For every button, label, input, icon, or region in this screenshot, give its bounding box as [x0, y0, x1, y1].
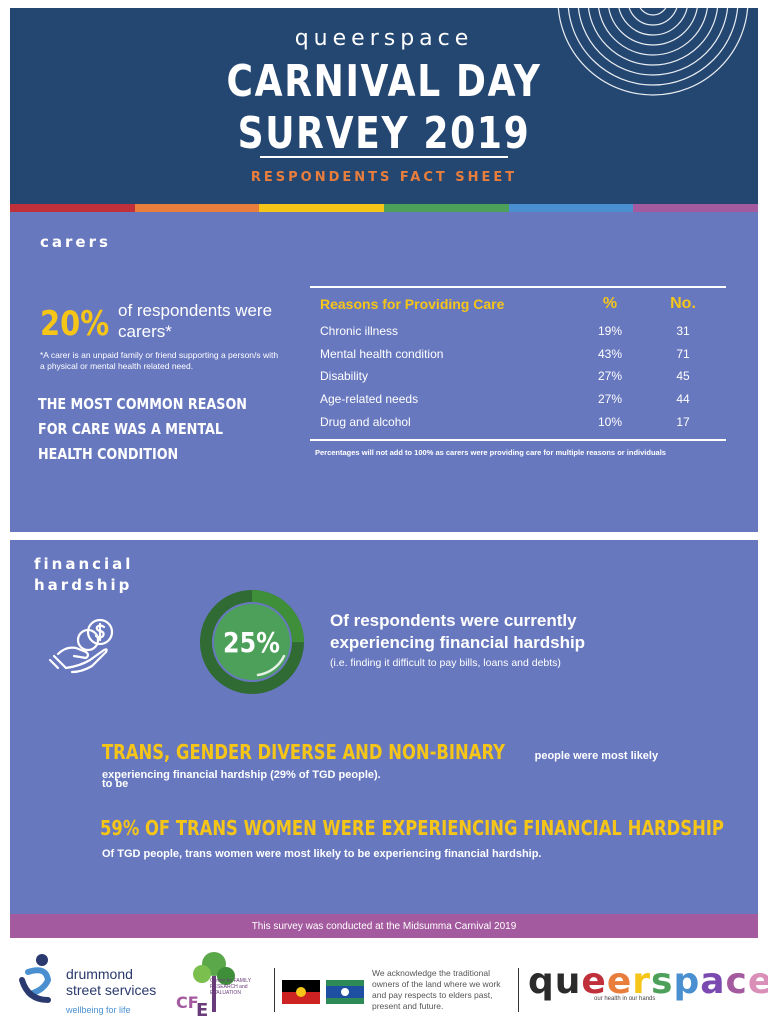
table-row: Age-related needs 27% 44 [310, 388, 726, 411]
queerspace-logo-letter: e [606, 961, 633, 1002]
table-header-row: Reasons for Providing Care % No. [310, 288, 726, 320]
row-percent: 27% [597, 369, 623, 384]
queerspace-logo-letter: u [554, 961, 582, 1002]
row-reason: Mental health condition [320, 346, 444, 361]
queerspace-logo: queerspace [528, 964, 768, 1000]
hardship-label-line1: financial [34, 555, 134, 573]
carers-percent: 20% [40, 304, 110, 344]
rainbow-stripe-red [10, 204, 135, 212]
queerspace-logo-letter: s [651, 961, 674, 1002]
table-bottom-rule [310, 438, 726, 441]
donut-center [214, 604, 290, 680]
dss-name-line1: drummond [66, 966, 133, 982]
acknowledgement-text: We acknowledge the traditional owners of… [372, 968, 501, 1011]
hardship-label-line2: hardship [34, 576, 133, 594]
table-top-rule [310, 286, 726, 288]
table-row: Chronic illness 19% 31 [310, 320, 726, 343]
queerspace-logo-letter: p [673, 961, 701, 1002]
queerspace-logo-letter: r [632, 961, 652, 1002]
care-reasons-table: Reasons for Providing Care % No. Chronic… [310, 286, 726, 441]
carers-section: carers 20% of respondents were carers* *… [10, 212, 758, 532]
row-number: 31 [676, 324, 690, 339]
footer-divider [274, 968, 275, 1012]
queerspace-logo-letter: e [581, 961, 607, 1002]
dss-tagline: wellbeing for life [66, 1005, 131, 1015]
dss-name-line2: street services [66, 982, 157, 998]
row-number: 17 [676, 414, 690, 429]
row-percent: 19% [597, 324, 623, 339]
financial-hardship-section: financial hardship 25% Of respondents we… [10, 540, 758, 914]
table-header-percent: % [602, 295, 618, 312]
queerspace-logo-letter: c [725, 961, 748, 1002]
row-reason: Age-related needs [320, 392, 419, 407]
carers-percent-text: of respondents were carers* [118, 301, 273, 341]
carers-section-label: carers [40, 233, 111, 251]
rainbow-band [10, 204, 759, 212]
brand-wordmark: queerspace [294, 26, 474, 51]
cfre-tree-logo: CF E [176, 952, 235, 1018]
donut-value-arc [200, 590, 304, 694]
footer-logos: drummond street services wellbeing for l… [10, 938, 768, 1024]
tgd-statement: TRANS, GENDER DIVERSE AND NON-BINARY peo… [102, 738, 662, 798]
row-percent: 10% [597, 414, 623, 429]
trans-women-highlight: 59% OF TRANS WOMEN WERE EXPERIENCING FIN… [100, 816, 724, 840]
rainbow-stripe-orange [134, 204, 260, 212]
page-subtitle: RESPONDENTS FACT SHEET [250, 170, 518, 185]
survey-note: This survey was conducted at the Midsumm… [251, 920, 517, 932]
footer-divider [518, 968, 519, 1012]
row-percent: 43% [597, 346, 623, 361]
hardship-heading: Of respondents were currently experienci… [330, 611, 586, 652]
hardship-subtext: (i.e. finding it difficult to pay bills,… [330, 657, 561, 669]
rainbow-stripe-yellow [259, 204, 385, 212]
header-banner: queerspace CARNIVAL DAY SURVEY 2019 RESP… [10, 8, 758, 204]
row-reason: Chronic illness [320, 324, 399, 339]
hardship-section-label: financial hardship [34, 554, 133, 596]
table-header-number: No. [670, 295, 696, 312]
tgd-text-2: experiencing financial hardship (29% of … [102, 769, 381, 781]
queerspace-tagline: our health in our hands [594, 996, 656, 1002]
tgd-highlight: TRANS, GENDER DIVERSE AND NON-BINARY [102, 740, 506, 764]
dss-name: drummond street services [66, 966, 156, 998]
page-title-line1: CARNIVAL DAY [226, 56, 542, 107]
carers-callout: THE MOST COMMON REASON FOR CARE WAS A ME… [38, 395, 247, 463]
table-row: Drug and alcohol 10% 17 [310, 410, 726, 433]
svg-text:CF: CF [176, 993, 199, 1012]
row-percent: 27% [597, 392, 623, 407]
table-row: Mental health condition 43% 71 [310, 343, 726, 366]
hand-coin-icon [48, 618, 114, 674]
row-number: 44 [676, 392, 690, 407]
table-note: Percentages will not add to 100% as care… [315, 448, 666, 457]
flags-icon [282, 980, 364, 1004]
row-number: 45 [676, 369, 690, 384]
concentric-arcs-graphic [557, 8, 749, 96]
table-row: Disability 27% 45 [310, 365, 726, 388]
row-reason: Drug and alcohol [320, 414, 411, 429]
row-number: 71 [676, 346, 690, 361]
rainbow-stripe-blue [508, 204, 634, 212]
donut-highlight [256, 654, 286, 677]
row-reason: Disability [320, 369, 369, 384]
trans-women-text: Of TGD people, trans women were most lik… [102, 848, 542, 860]
drummond-street-logo [19, 954, 52, 1003]
hardship-percent: 25% [223, 625, 281, 659]
table-header-reason: Reasons for Providing Care [320, 296, 505, 312]
queerspace-logo-letter: e [747, 961, 768, 1002]
cfre-text: Centre for FAMILY RESEARCH and EVALUATIO… [210, 978, 251, 996]
queerspace-logo-letter: a [700, 961, 726, 1002]
hardship-donut-chart [200, 590, 304, 694]
rainbow-stripe-purple [633, 204, 759, 212]
title-divider [260, 156, 508, 158]
survey-note-bar: This survey was conducted at the Midsumm… [10, 914, 758, 938]
queerspace-logo-letter: q [528, 961, 555, 1002]
carer-definition-footnote: *A carer is an unpaid family or friend s… [40, 350, 279, 371]
page-title-line2: SURVEY 2019 [237, 108, 531, 159]
svg-text:E: E [196, 1000, 208, 1018]
tgd-text-1: people were most likely to be [102, 750, 659, 790]
rainbow-stripe-green [384, 204, 509, 212]
